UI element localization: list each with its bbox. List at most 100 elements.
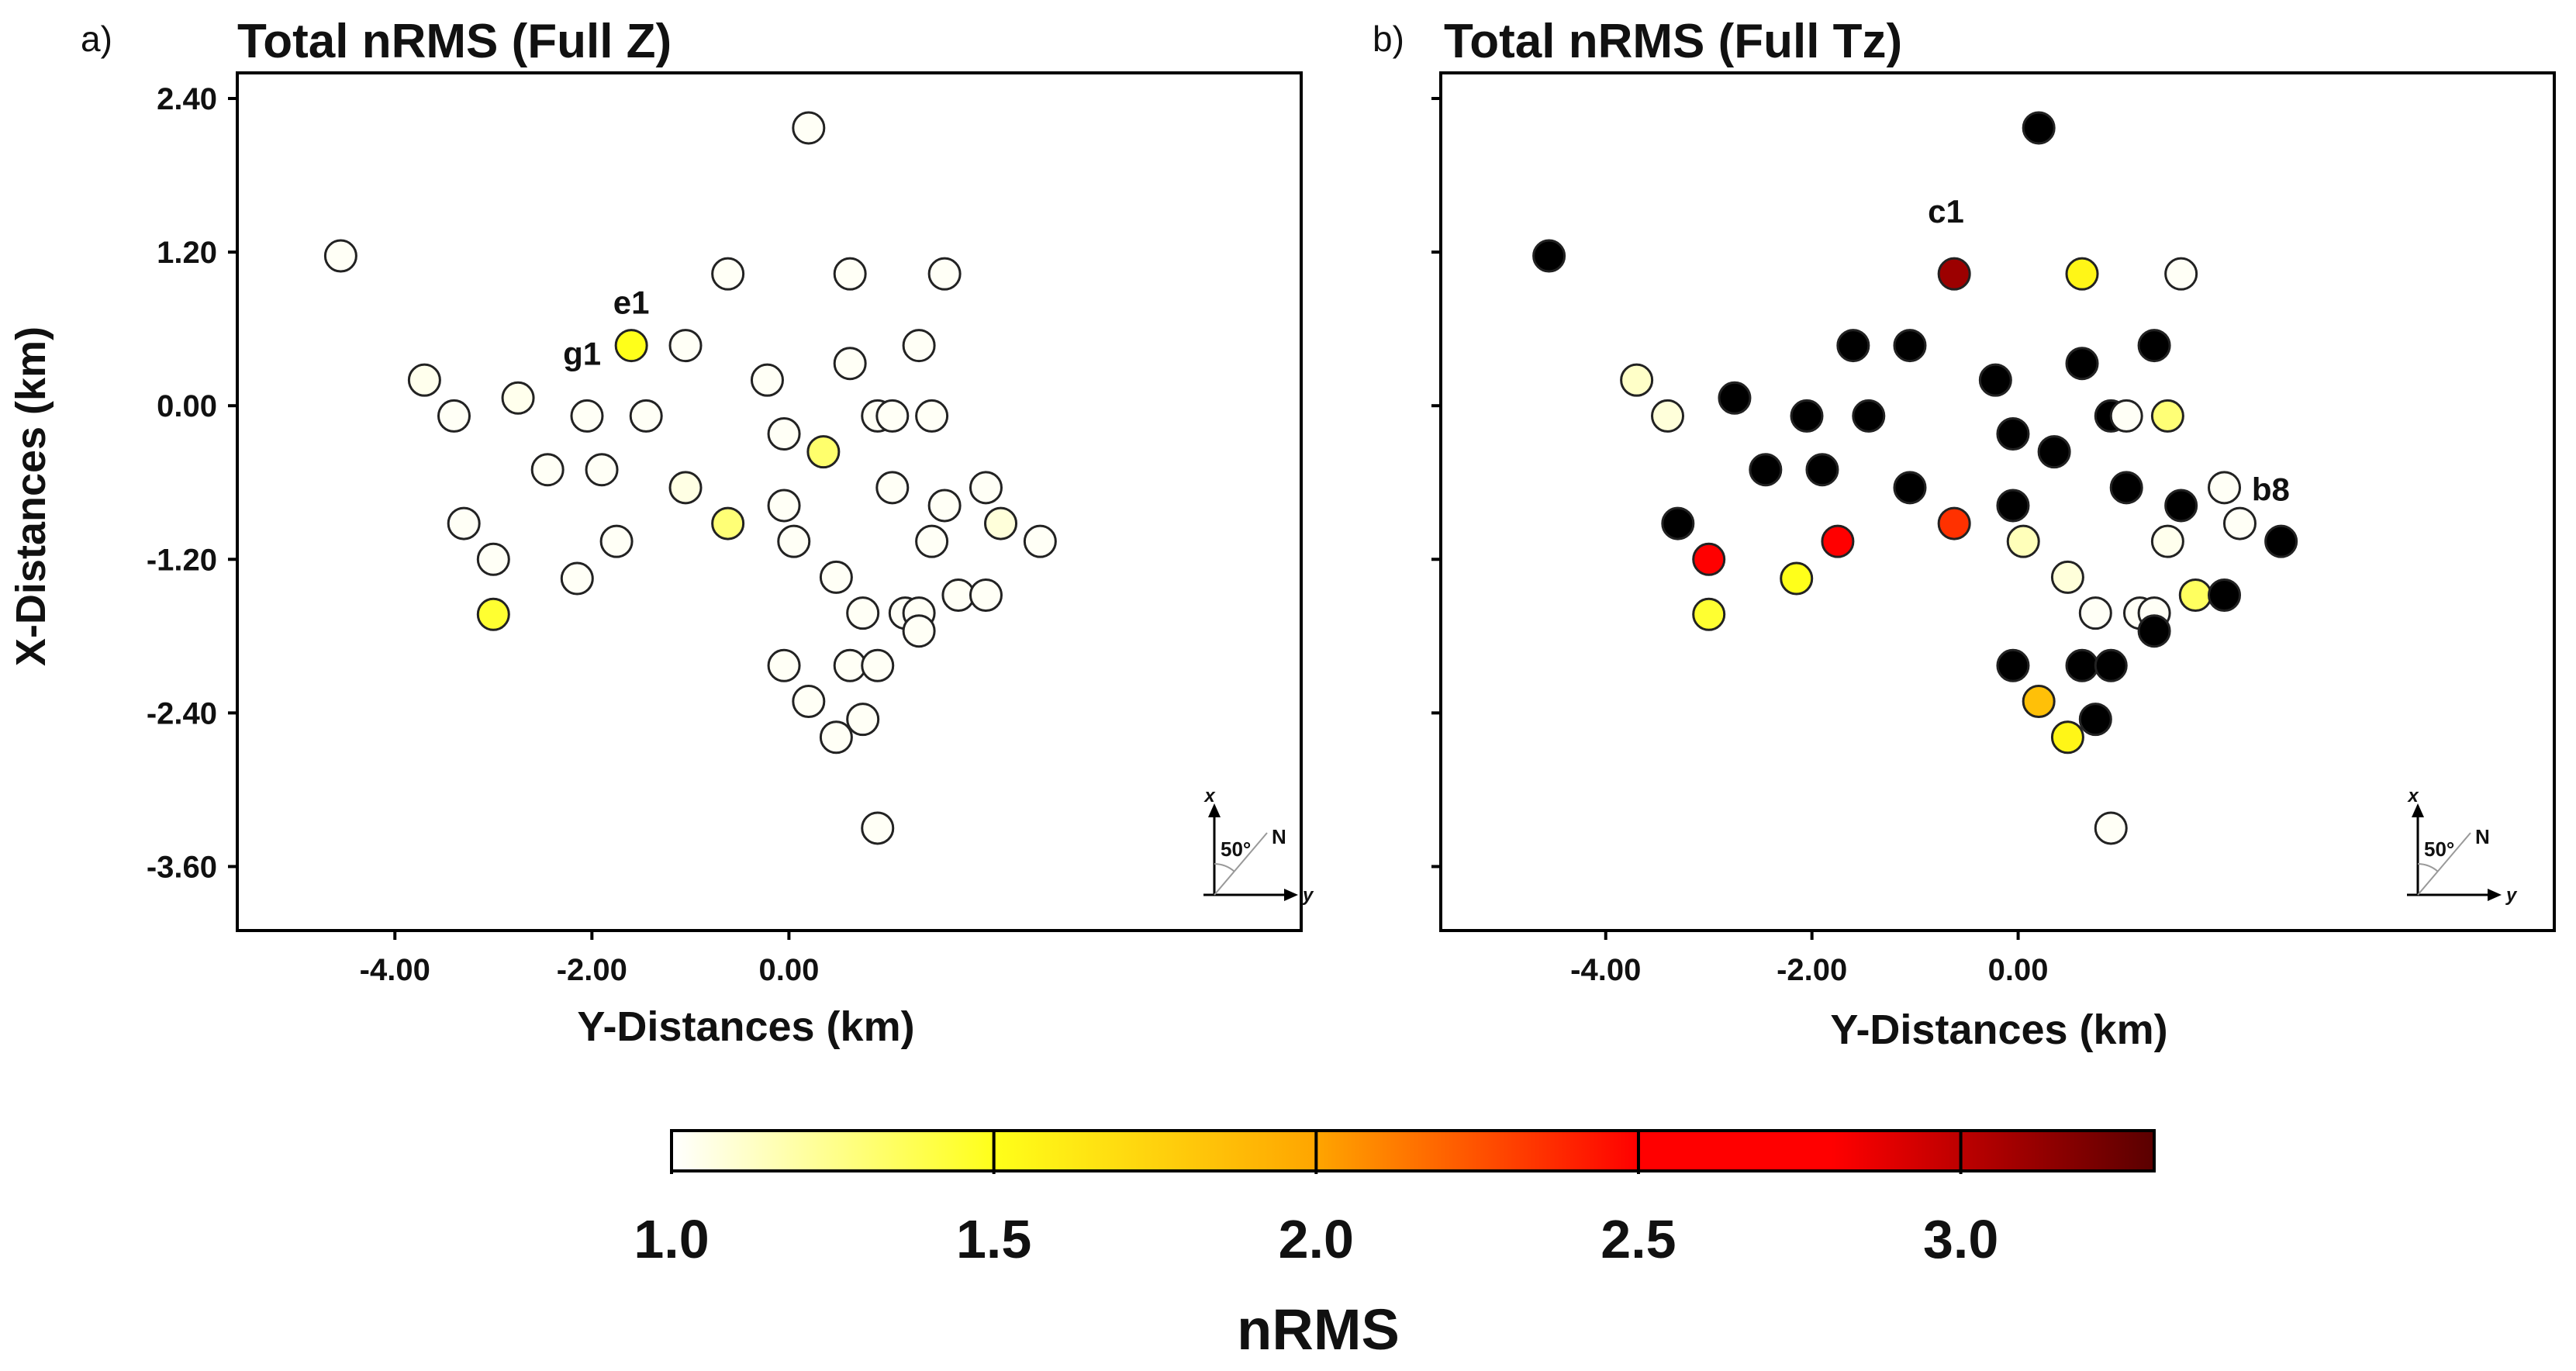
colorbar-tick-label: 3.0 xyxy=(1923,1209,1998,1269)
site-point xyxy=(2065,257,2099,291)
site-point xyxy=(833,648,867,682)
panel-b-points xyxy=(1532,111,2298,845)
site-point xyxy=(2178,578,2212,613)
site-point xyxy=(750,363,784,397)
site-point xyxy=(806,435,841,469)
site-point xyxy=(2065,648,2099,682)
site-point xyxy=(1937,257,1971,291)
colorbar-tick-label: 2.0 xyxy=(1279,1209,1354,1269)
x-tick-label: 0.00 xyxy=(758,953,819,987)
panel-b-y-ticks xyxy=(1431,97,1441,869)
site-point xyxy=(861,811,895,845)
site-point xyxy=(767,648,801,682)
site-point xyxy=(1620,363,1654,397)
site-label: b8 xyxy=(2252,471,2290,507)
site-point xyxy=(323,239,357,273)
site-point xyxy=(530,453,565,487)
y-tick-label: -1.20 xyxy=(147,543,217,577)
site-point xyxy=(2094,648,2128,682)
x-tick-label: -4.00 xyxy=(1570,953,1641,987)
panel-b: b) Total nRMS (Full Tz) -4.00 -2.00 0.00 c… xyxy=(1373,15,2556,1053)
site-point xyxy=(668,329,703,363)
compass-angle-label: 50° xyxy=(1221,837,1251,861)
colorbar-tick-label: 1.0 xyxy=(634,1209,709,1269)
site-point xyxy=(711,257,745,291)
site-label: g1 xyxy=(563,335,601,371)
site-point xyxy=(2150,399,2184,433)
site-point xyxy=(861,648,895,682)
site-point xyxy=(1978,363,2012,397)
site-point xyxy=(585,453,619,487)
colorbar-tick-label: 2.5 xyxy=(1601,1209,1676,1269)
site-point xyxy=(437,399,471,433)
panel-a-y-axis-label: X-Distances (km) xyxy=(8,326,54,666)
site-point xyxy=(833,347,867,381)
site-point xyxy=(1790,399,1824,433)
site-point xyxy=(1532,239,1566,273)
x-tick-label: -4.00 xyxy=(360,953,430,987)
site-point xyxy=(2050,720,2084,755)
panel-b-site-labels: c1 b8 xyxy=(1928,193,2290,507)
site-point xyxy=(501,381,535,415)
site-point xyxy=(2037,435,2071,469)
site-point xyxy=(668,471,703,505)
y-tick-label: -3.60 xyxy=(147,850,217,884)
site-point xyxy=(711,506,745,540)
site-point xyxy=(875,399,910,433)
site-point xyxy=(846,703,880,737)
site-point xyxy=(984,506,1018,540)
panel-a-letter: a) xyxy=(81,19,112,59)
compass-y-label: y xyxy=(1302,885,1314,906)
compass-y-arrow-icon xyxy=(1284,889,1298,901)
compass-angle-arc xyxy=(2417,863,2439,872)
x-tick-label: -2.00 xyxy=(1777,953,1847,987)
site-point xyxy=(941,578,975,613)
site-point xyxy=(1749,453,1783,487)
compass-north-label: N xyxy=(2475,825,2490,848)
compass-north-line xyxy=(1214,832,1268,896)
colorbar: 1.0 1.5 2.0 2.5 3.0 nRMS xyxy=(634,1129,2156,1362)
site-point xyxy=(570,399,604,433)
site-point xyxy=(1661,506,1695,540)
panel-b-compass: x y 50° N xyxy=(2406,786,2518,906)
compass-y-arrow-icon xyxy=(2488,889,2502,901)
compass-x-arrow-icon xyxy=(2412,803,2424,817)
site-label: e1 xyxy=(613,284,650,320)
site-point xyxy=(767,489,801,523)
site-point xyxy=(2109,471,2143,505)
site-point xyxy=(969,578,1003,613)
colorbar-title: nRMS xyxy=(1237,1297,1400,1362)
site-point xyxy=(2094,811,2128,845)
site-point xyxy=(2264,524,2298,558)
site-point xyxy=(1996,417,2030,451)
compass-angle-label: 50° xyxy=(2424,837,2454,861)
site-point xyxy=(1651,399,1685,433)
panel-a-points xyxy=(323,111,1057,845)
y-tick-label: 0.00 xyxy=(157,389,217,423)
site-point xyxy=(915,399,949,433)
compass-north-line xyxy=(2417,832,2471,896)
site-point xyxy=(927,257,962,291)
compass-y-label: y xyxy=(2505,885,2518,906)
site-point xyxy=(476,542,510,576)
site-point xyxy=(1692,542,1726,576)
panel-a-y-ticks: 2.40 1.20 0.00 -1.20 -2.40 -3.60 xyxy=(147,82,237,884)
site-point xyxy=(2078,703,2112,737)
site-point xyxy=(777,524,811,558)
panel-a: a) Total nRMS (Full Z) 2.40 1.20 0.00 -1.20… xyxy=(8,15,1314,1050)
site-point xyxy=(2109,399,2143,433)
x-tick-label: -2.00 xyxy=(557,953,627,987)
panel-b-x-axis-label: Y-Distances (km) xyxy=(1830,1007,2167,1053)
compass-north-label: N xyxy=(1272,825,1286,848)
panel-a-title: Total nRMS (Full Z) xyxy=(237,15,672,68)
y-tick-label: 1.20 xyxy=(157,236,217,270)
site-point xyxy=(1821,524,1855,558)
site-point xyxy=(2065,347,2099,381)
site-point xyxy=(792,685,826,719)
site-point xyxy=(1996,648,2030,682)
site-point xyxy=(1836,329,1870,363)
compass-x-label: x xyxy=(1203,786,1216,806)
colorbar-tick-label: 1.5 xyxy=(956,1209,1031,1269)
site-point xyxy=(407,363,441,397)
